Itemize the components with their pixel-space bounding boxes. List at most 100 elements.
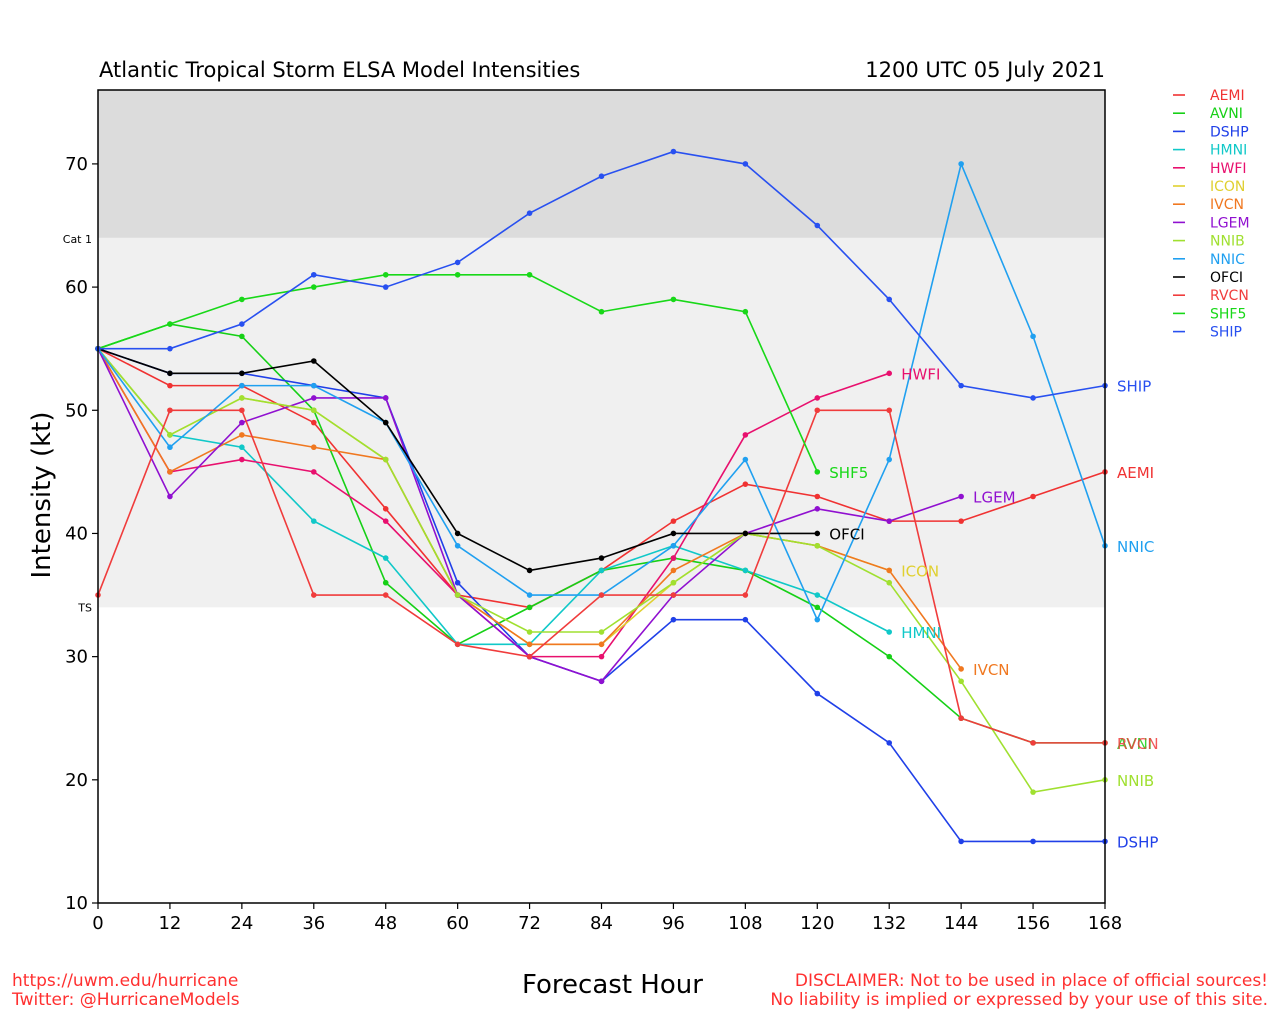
y-tick-label: 40: [65, 523, 88, 544]
data-point-ofci: [454, 530, 461, 537]
x-tick-label: 168: [1088, 913, 1122, 934]
data-point-nnic: [310, 382, 317, 389]
data-point-nnib: [958, 678, 964, 685]
data-point-rvcn: [886, 407, 893, 414]
y-tick-label: 30: [65, 647, 88, 668]
x-tick-label: 144: [944, 913, 978, 934]
data-point-dshp: [814, 690, 821, 697]
legend-label-hwfi: HWFI: [1210, 161, 1247, 177]
data-point-ofci: [310, 358, 317, 364]
legend-label-avni: AVNI: [1210, 106, 1243, 122]
x-axis-ticks: 0 12 24 36 48 60 72 84 96 108 120 132 144 156 168: [92, 903, 1122, 934]
chart-datetime: 1200 UTC 05 July 2021: [865, 58, 1105, 82]
data-point-rvcn: [454, 641, 461, 648]
data-point-hwfi: [382, 518, 389, 524]
data-point-rvcn: [814, 407, 821, 414]
legend: AEMI AVNI DSHP HMNI HWFI ICON IVCN LGEM NNIB NNIC…: [1173, 88, 1250, 341]
data-point-nnic: [526, 592, 533, 598]
y-tick-label: 50: [65, 400, 88, 421]
end-label-nnib: NNIB: [1117, 772, 1154, 790]
x-tick-label: 72: [518, 913, 541, 934]
data-point-rvcn: [167, 407, 173, 414]
x-tick-label: 60: [446, 913, 469, 934]
data-point-rvcn: [239, 407, 245, 414]
intensity-bands: [98, 90, 1105, 608]
data-point-ship: [167, 345, 173, 352]
data-point-ship: [814, 222, 821, 229]
end-label-aemi: AEMI: [1117, 464, 1154, 482]
legend-label-icon: ICON: [1210, 179, 1245, 195]
data-point-avni: [382, 579, 389, 586]
data-point-nnib: [454, 592, 461, 598]
data-point-ofci: [526, 567, 533, 574]
data-point-ship: [958, 382, 964, 389]
data-point-ship: [310, 271, 317, 278]
legend-label-rvcn: RVCN: [1210, 288, 1249, 304]
y-axis-ticks: 10 20 30 40 50 60 70: [65, 154, 98, 914]
data-point-ivcn: [670, 567, 677, 574]
footer-links: https://uwm.edu/hurricane Twitter: @Hurr…: [12, 972, 240, 1010]
data-point-aemi: [742, 481, 749, 487]
data-point-rvcn: [1030, 740, 1036, 746]
data-point-aemi: [382, 506, 389, 512]
data-point-dshp: [958, 838, 964, 845]
twitter-handle[interactable]: Twitter: @HurricaneModels: [12, 990, 240, 1010]
data-point-aemi: [670, 518, 677, 524]
data-point-hmni: [814, 592, 821, 598]
data-point-ofci: [814, 530, 821, 537]
data-point-nnic: [742, 456, 749, 463]
data-point-dshp: [1030, 838, 1036, 845]
data-point-nnib: [526, 629, 533, 635]
data-point-rvcn: [958, 715, 964, 722]
data-point-ship: [454, 259, 461, 266]
data-point-hmni: [598, 567, 605, 574]
x-axis-label: Forecast Hour: [522, 970, 703, 1000]
band-label-ts: TS: [77, 601, 92, 614]
x-tick-label: 96: [662, 913, 685, 934]
data-point-hwfi: [742, 432, 749, 438]
data-point-shf5: [382, 271, 389, 278]
x-tick-label: 36: [302, 913, 325, 934]
end-label-nnic: NNIC: [1117, 538, 1154, 556]
legend-label-nnib: NNIB: [1210, 234, 1245, 250]
data-point-ship: [670, 148, 677, 155]
disclaimer-line-1: DISCLAIMER: Not to be used in place of o…: [794, 971, 1268, 991]
legend-label-hmni: HMNI: [1210, 143, 1247, 159]
data-point-hwfi: [239, 456, 245, 463]
data-point-nnib: [382, 456, 389, 463]
disclaimer: DISCLAIMER: Not to be used in place of o…: [770, 972, 1268, 1010]
website-link[interactable]: https://uwm.edu/hurricane: [12, 971, 239, 991]
data-point-aemi: [167, 382, 173, 389]
data-point-hwfi: [670, 555, 677, 561]
data-point-hmni: [886, 629, 893, 635]
data-point-ship: [239, 321, 245, 327]
data-point-shf5: [598, 308, 605, 315]
data-point-ofci: [239, 370, 245, 377]
data-point-shf5: [239, 296, 245, 303]
data-point-hwfi: [598, 653, 605, 660]
band-label-cat-1: Cat 1: [63, 233, 92, 246]
end-label-avni: AVNI: [1117, 735, 1152, 753]
data-point-nnic: [670, 542, 677, 549]
data-point-ofci: [670, 530, 677, 537]
data-point-nnic: [814, 616, 821, 623]
data-point-ivcn: [167, 469, 173, 475]
disclaimer-line-2: No liability is implied or expressed by …: [770, 990, 1268, 1010]
data-point-nnib: [239, 395, 245, 401]
data-point-avni: [239, 333, 245, 340]
x-tick-label: 84: [590, 913, 613, 934]
data-point-shf5: [454, 271, 461, 278]
x-tick-label: 156: [1016, 913, 1050, 934]
x-tick-label: 0: [92, 913, 103, 934]
data-point-ivcn: [239, 432, 245, 438]
end-label-dshp: DSHP: [1117, 833, 1158, 851]
data-point-ship: [382, 284, 389, 290]
data-point-ofci: [598, 555, 605, 561]
data-point-lgem: [598, 678, 605, 685]
data-point-ship: [598, 173, 605, 180]
data-point-shf5: [167, 321, 173, 327]
data-point-ofci: [382, 419, 389, 426]
end-label-hmni: HMNI: [901, 624, 941, 642]
data-point-hmni: [239, 444, 245, 451]
